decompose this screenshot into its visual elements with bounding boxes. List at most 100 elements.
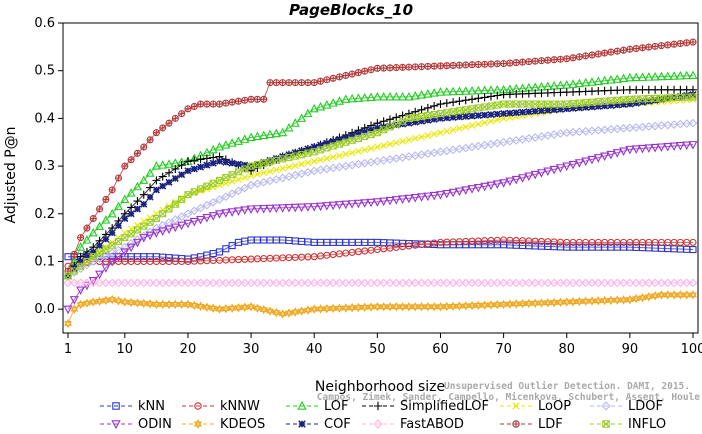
data-point	[146, 193, 154, 201]
watermark-line-2: Unsupervised Outlier Detection. DAMI, 20…	[444, 381, 690, 392]
data-point	[518, 58, 527, 66]
data-point	[683, 91, 691, 100]
data-point	[227, 208, 237, 217]
data-point	[682, 278, 692, 288]
data-point	[152, 299, 161, 310]
data-point	[473, 85, 483, 95]
data-point	[316, 278, 325, 288]
data-point	[234, 302, 243, 313]
data-point	[619, 295, 628, 305]
data-point	[152, 214, 160, 223]
data-point	[183, 209, 193, 219]
data-point	[83, 224, 91, 232]
data-point	[525, 108, 533, 116]
data-point	[190, 102, 198, 111]
data-point	[203, 161, 211, 169]
data-point	[657, 95, 665, 103]
data-point	[329, 153, 337, 161]
data-point	[600, 152, 610, 162]
data-point	[574, 127, 584, 137]
data-point	[177, 278, 187, 288]
data-point	[158, 299, 167, 310]
data-point	[442, 301, 451, 312]
data-point	[89, 253, 97, 261]
data-point	[449, 301, 458, 312]
data-point	[619, 147, 629, 157]
legend-label: FastABOD	[400, 417, 464, 432]
data-point	[385, 115, 394, 124]
data-point	[361, 128, 369, 136]
plot-area	[62, 22, 699, 334]
data-point	[83, 298, 91, 308]
data-point	[411, 135, 419, 142]
data-point	[650, 121, 660, 131]
data-point	[108, 294, 117, 305]
data-point	[493, 299, 502, 310]
data-point	[462, 123, 470, 131]
data-point	[632, 44, 640, 53]
data-point	[227, 189, 237, 199]
legend-label: kNN	[138, 399, 165, 414]
data-point	[373, 302, 382, 312]
data-point	[113, 253, 124, 262]
data-point	[63, 305, 73, 315]
data-point	[437, 129, 444, 137]
data-point	[234, 186, 243, 196]
data-point	[266, 167, 274, 175]
data-point	[360, 199, 370, 208]
data-point	[663, 71, 673, 80]
data-point	[354, 130, 362, 138]
data-point	[139, 278, 149, 288]
data-point	[336, 152, 343, 159]
data-point	[341, 278, 351, 288]
data-point	[651, 291, 660, 301]
data-point	[689, 38, 697, 46]
data-point	[164, 225, 174, 235]
data-point	[354, 69, 362, 77]
data-point	[158, 160, 168, 169]
data-point	[171, 299, 180, 310]
data-point	[215, 100, 224, 108]
legend-label: LDF	[538, 417, 563, 432]
data-point	[631, 72, 641, 82]
data-point	[140, 143, 148, 151]
data-point	[536, 169, 546, 178]
data-point	[423, 192, 433, 202]
data-point	[297, 113, 307, 122]
data-point	[379, 117, 388, 126]
data-point	[619, 124, 628, 133]
data-point	[417, 63, 426, 71]
data-point	[518, 108, 527, 116]
data-point	[480, 182, 490, 192]
data-point	[309, 278, 319, 288]
data-point	[208, 144, 218, 154]
data-point	[399, 137, 406, 145]
chart-title: PageBlocks_10	[289, 1, 413, 19]
data-point	[429, 278, 439, 288]
legend-item-inflo: INFLO	[590, 417, 666, 432]
data-point	[380, 142, 388, 149]
data-point	[190, 156, 199, 165]
data-point	[480, 300, 489, 310]
data-point	[228, 98, 236, 106]
data-point	[549, 165, 559, 175]
data-point	[379, 91, 389, 101]
data-point	[322, 303, 331, 314]
legend-item-odin: ODIN	[100, 417, 172, 432]
data-point	[682, 290, 691, 300]
data-point	[487, 60, 495, 68]
data-point	[524, 172, 534, 182]
series-line	[67, 294, 693, 324]
data-point	[461, 96, 470, 105]
legend-label: ODIN	[138, 417, 172, 432]
data-point	[506, 59, 514, 67]
legend-item-lof: LOF	[286, 399, 349, 414]
data-point	[334, 201, 344, 210]
data-point	[593, 154, 603, 163]
data-point	[367, 66, 375, 74]
data-point	[454, 86, 464, 95]
data-point	[562, 128, 572, 138]
data-point	[435, 191, 445, 200]
data-point	[473, 183, 483, 193]
data-point	[568, 278, 578, 288]
